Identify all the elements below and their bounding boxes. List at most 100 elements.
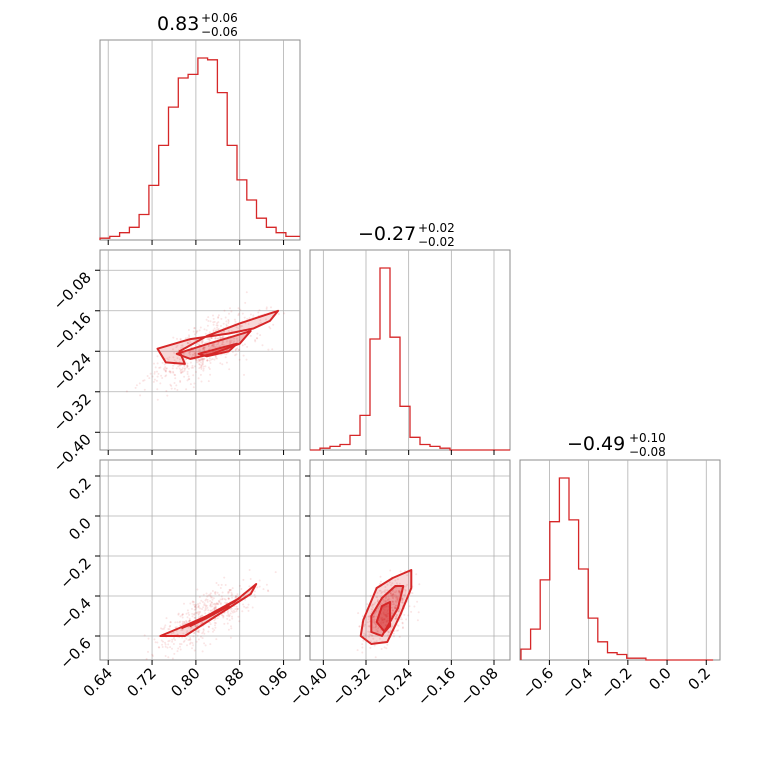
scatter-r3c2-point [369, 633, 372, 636]
scatter-r2c1-point [216, 346, 219, 349]
scatter-r2c1-point [193, 382, 196, 385]
scatter-r3c2-point [401, 599, 404, 602]
scatter-r3c1-point [194, 605, 197, 608]
scatter-r3c1-point [227, 613, 230, 616]
scatter-r3c1-point [209, 623, 212, 626]
scatter-r2c1-point [236, 347, 239, 350]
scatter-r2c1-point [198, 348, 201, 351]
scatter-r3c1-point [189, 637, 192, 639]
scatter-r2c1-point [212, 323, 215, 326]
scatter-r3c2-point [387, 598, 390, 601]
scatter-r3c2-point [396, 598, 399, 601]
scatter-r2c1-point [175, 384, 178, 387]
scatter-r3c1-point [198, 629, 201, 632]
scatter-r3c2-point [417, 611, 420, 614]
scatter-r2c1-point [222, 330, 225, 333]
scatter-r3c1-point [185, 621, 188, 623]
scatter-r3c2-point [403, 594, 406, 597]
scatter-r2c1-point [179, 381, 182, 383]
scatter-r3c2-point [398, 635, 401, 638]
scatter-r3c2-point [374, 611, 377, 614]
scatter-r2c1-point [166, 357, 169, 360]
scatter-r3c1-point [177, 613, 180, 616]
scatter-r2c1-point [200, 342, 203, 345]
scatter-r3c1-point [183, 602, 185, 605]
scatter-r2c1-point [225, 361, 228, 364]
scatter-r3c2-point [374, 625, 377, 628]
scatter-r3c2-point [369, 594, 372, 597]
scatter-r3c1-point [209, 592, 212, 595]
scatter-r2c1-point [200, 368, 203, 370]
scatter-r3c1-point [242, 603, 245, 606]
scatter-r2c1-point [233, 337, 236, 340]
scatter-r3c1-point [197, 638, 200, 641]
scatter-r3c1-point [235, 605, 238, 608]
scatter-r3c1-point [182, 622, 185, 625]
scatter-r3c2-point [398, 582, 401, 585]
scatter-r3c1-point [216, 617, 219, 620]
scatter-r3c1-point [204, 644, 207, 647]
scatter-r3c2-point [418, 583, 421, 586]
panel-scatter-r3c2 [309, 459, 511, 661]
scatter-r3c1-point [197, 605, 200, 608]
scatter-r2c1-point [156, 375, 159, 378]
scatter-r3c1-point [211, 608, 214, 611]
scatter-r3c1-point [185, 619, 188, 622]
scatter-r3c1-point [206, 606, 209, 609]
scatter-r2c1-point [134, 386, 137, 389]
scatter-r2c1-point [197, 343, 200, 346]
scatter-r2c1-point [186, 365, 189, 367]
scatter-r2c1-point [245, 358, 248, 361]
scatter-r3c1-point [181, 622, 184, 625]
scatter-r2c1-point [211, 344, 214, 347]
scatter-r3c1-point [174, 626, 177, 629]
scatter-r3c2-point [397, 610, 400, 613]
scatter-r2c1-point [227, 320, 230, 323]
scatter-r2c1-point [212, 329, 215, 332]
scatter-r2c1-point [172, 370, 175, 373]
scatter-r3c1-point [182, 632, 185, 635]
scatter-r3c1-point [226, 622, 229, 625]
scatter-r3c2-point [389, 569, 392, 572]
scatter-r3c1-point [241, 610, 244, 613]
scatter-r3c1-point [207, 609, 210, 612]
scatter-r2c1-point [283, 312, 286, 315]
scatter-r3c2-point [395, 595, 398, 598]
scatter-r3c1-point [202, 593, 205, 596]
scatter-r2c1-point [183, 369, 186, 372]
hist-col3-histogram-step [520, 477, 714, 661]
scatter-r2c1-point [269, 327, 272, 330]
scatter-r3c1-point [242, 578, 245, 581]
scatter-r3c2-point [394, 607, 397, 610]
scatter-r2c1-point [246, 345, 249, 348]
scatter-r2c1-point [186, 342, 189, 345]
scatter-r2c1-point [235, 337, 238, 340]
scatter-r3c1-point [232, 611, 234, 614]
scatter-r2c1-point [192, 374, 195, 377]
scatter-r2c1-point [197, 377, 200, 380]
scatter-r3c2-point [396, 614, 399, 616]
scatter-r2c1-point [239, 326, 242, 329]
scatter-r3c1-point [187, 626, 190, 629]
scatter-r3c1-point [191, 601, 194, 604]
scatter-r2c1-point [192, 366, 194, 369]
scatter-r2c1-point [170, 387, 173, 390]
scatter-r3c1-point [162, 640, 164, 643]
scatter-r2c1-point [254, 339, 257, 342]
scatter-r2c1-point [198, 359, 201, 362]
scatter-r3c2-point [395, 590, 398, 592]
scatter-r2c1-point [254, 340, 257, 343]
scatter-r3c1-point [164, 624, 167, 627]
scatter-r3c1-point [274, 571, 277, 574]
scatter-r2c1-point [159, 366, 162, 369]
scatter-r3c1-point [204, 612, 207, 615]
scatter-r2c1-point [188, 334, 190, 337]
scatter-r3c1-point [182, 640, 185, 643]
scatter-r2c1-point [180, 346, 182, 349]
scatter-r2c1-point [151, 375, 154, 378]
scatter-r3c2-point [406, 574, 409, 577]
scatter-r3c1-point [195, 606, 198, 609]
scatter-r3c2-point [411, 592, 414, 595]
scatter-r3c1-point [231, 596, 234, 599]
